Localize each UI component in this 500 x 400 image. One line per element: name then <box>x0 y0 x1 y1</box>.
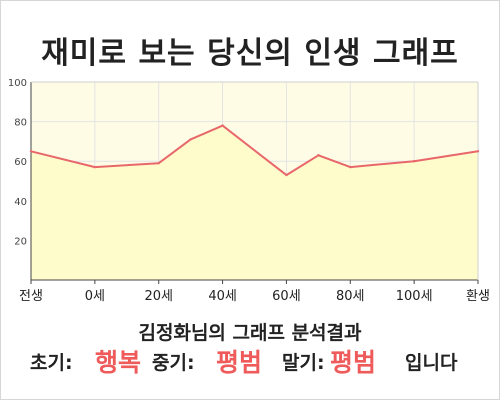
late-value: 평범 <box>330 348 377 377</box>
data-point <box>189 138 192 141</box>
y-tick-label: 40 <box>14 197 27 208</box>
data-point <box>157 161 160 165</box>
y-tick-label: 60 <box>14 157 27 168</box>
x-tick-label: 전생 <box>19 289 43 304</box>
axis-layer <box>30 81 479 284</box>
ending-text: 입니다 <box>405 352 458 374</box>
x-tick-label: 환생 <box>466 289 490 304</box>
y-tick-label: 100 <box>8 78 27 89</box>
early-label: 초기: <box>30 352 73 374</box>
life-graph-chart: 20 40 60 80 100 전생 0세 20세 40세 60세 80세 100세 환생 <box>8 78 490 304</box>
x-tick-label: 60세 <box>272 289 301 304</box>
page-title: 재미로 보는 당신의 인생 그래프 <box>41 36 459 71</box>
late-label: 말기: <box>282 352 325 374</box>
analysis-summary: 김정화님의 그래프 분석결과 <box>138 322 362 344</box>
y-tick-label: 80 <box>14 118 27 129</box>
series-line <box>30 124 479 177</box>
label-layer: 20 40 60 80 100 전생 0세 20세 40세 60세 80세 100세 환생 <box>8 78 490 304</box>
y-tick-label: 20 <box>14 236 27 247</box>
data-point <box>221 124 224 127</box>
x-tick-label: 0세 <box>85 289 105 304</box>
data-point <box>349 165 352 169</box>
early-value: 행복 <box>95 348 142 377</box>
data-point <box>412 160 416 163</box>
result-line: 초기: 행복 중기: 평범 말기: 평범 입니다 <box>0 346 500 380</box>
x-tick-label: 40세 <box>208 289 237 304</box>
middle-label: 중기: <box>152 352 195 374</box>
data-point <box>476 150 480 153</box>
x-tick-label: 100세 <box>396 289 433 304</box>
x-tick-label: 20세 <box>144 289 173 304</box>
x-tick-label: 80세 <box>336 289 365 304</box>
data-point <box>29 150 33 153</box>
data-point <box>317 154 320 157</box>
middle-value: 평범 <box>216 348 263 377</box>
data-point <box>93 165 97 169</box>
data-point <box>285 173 288 177</box>
